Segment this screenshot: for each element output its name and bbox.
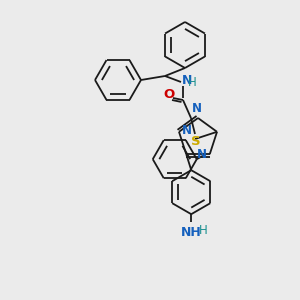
Text: S: S <box>191 135 201 148</box>
Text: H: H <box>188 76 197 89</box>
Text: H: H <box>199 224 208 237</box>
Text: N: N <box>182 124 192 137</box>
Text: N: N <box>182 74 192 88</box>
Text: NH: NH <box>181 226 202 239</box>
Text: N: N <box>192 102 202 115</box>
Text: N: N <box>197 148 207 161</box>
Text: O: O <box>164 88 175 100</box>
